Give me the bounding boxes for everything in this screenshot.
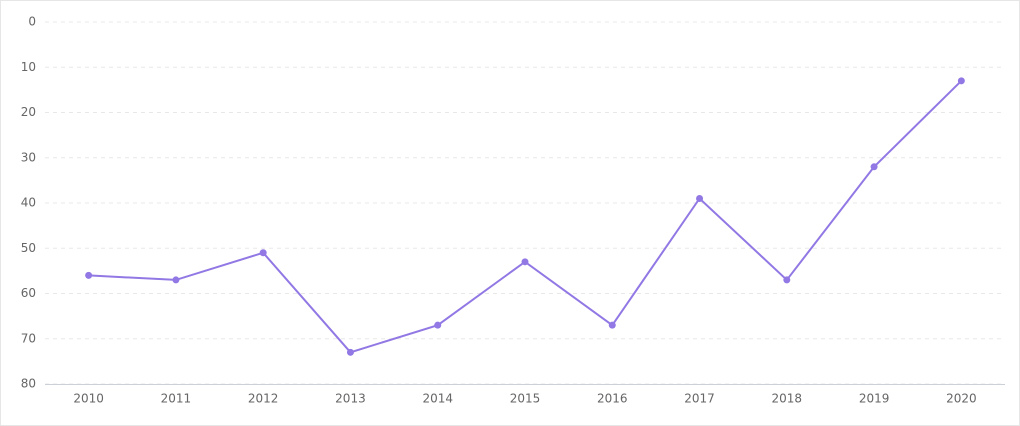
point bbox=[870, 163, 878, 171]
x-tick-label: 2016 bbox=[597, 392, 628, 406]
point bbox=[957, 77, 965, 85]
y-tick-label: 10 bbox=[21, 60, 36, 74]
x-tick-label: 2019 bbox=[859, 392, 890, 406]
x-tick-label: 2013 bbox=[335, 392, 366, 406]
point bbox=[783, 276, 791, 284]
point bbox=[346, 348, 354, 356]
x-tick-label: 2012 bbox=[248, 392, 279, 406]
y-tick-label: 70 bbox=[21, 331, 36, 345]
y-tick-label: 40 bbox=[21, 196, 36, 210]
x-tick-label: 2014 bbox=[422, 392, 453, 406]
x-tick-label: 2010 bbox=[73, 392, 104, 406]
point bbox=[434, 321, 442, 329]
y-tick-label: 0 bbox=[28, 15, 36, 29]
x-tick-label: 2017 bbox=[684, 392, 715, 406]
point bbox=[259, 249, 267, 257]
x-tick-label: 2011 bbox=[161, 392, 192, 406]
point bbox=[85, 271, 93, 279]
y-tick-label: 50 bbox=[21, 241, 36, 255]
y-tick-label: 30 bbox=[21, 150, 36, 164]
point bbox=[696, 194, 704, 202]
x-tick-label: 2015 bbox=[510, 392, 541, 406]
point bbox=[608, 321, 616, 329]
y-tick-label: 60 bbox=[21, 286, 36, 300]
point bbox=[172, 276, 180, 284]
y-tick-label: 80 bbox=[21, 377, 36, 391]
x-tick-label: 2020 bbox=[946, 392, 977, 406]
point bbox=[521, 258, 529, 266]
x-tick-label: 2018 bbox=[772, 392, 803, 406]
y-tick-label: 20 bbox=[21, 105, 36, 119]
